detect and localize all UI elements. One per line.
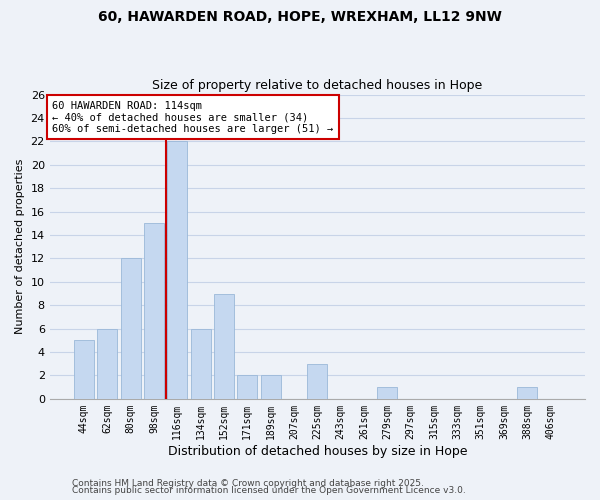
Bar (97, 328, 117, 399)
Bar (238, 376, 257, 399)
Text: Contains HM Land Registry data © Crown copyright and database right 2025.: Contains HM Land Registry data © Crown c… (72, 478, 424, 488)
Bar (307, 364, 327, 399)
Bar (517, 387, 538, 399)
Bar (191, 328, 211, 399)
Bar (144, 224, 164, 399)
Text: 60, HAWARDEN ROAD, HOPE, WREXHAM, LL12 9NW: 60, HAWARDEN ROAD, HOPE, WREXHAM, LL12 9… (98, 10, 502, 24)
X-axis label: Distribution of detached houses by size in Hope: Distribution of detached houses by size … (167, 444, 467, 458)
Bar (214, 294, 234, 399)
Text: Contains public sector information licensed under the Open Government Licence v3: Contains public sector information licen… (72, 486, 466, 495)
Bar (377, 387, 397, 399)
Title: Size of property relative to detached houses in Hope: Size of property relative to detached ho… (152, 79, 482, 92)
Text: 60 HAWARDEN ROAD: 114sqm
← 40% of detached houses are smaller (34)
60% of semi-d: 60 HAWARDEN ROAD: 114sqm ← 40% of detach… (52, 100, 334, 134)
Bar (74, 340, 94, 399)
Bar (261, 376, 281, 399)
Bar (121, 258, 140, 399)
Y-axis label: Number of detached properties: Number of detached properties (15, 159, 25, 334)
Bar (167, 142, 187, 399)
